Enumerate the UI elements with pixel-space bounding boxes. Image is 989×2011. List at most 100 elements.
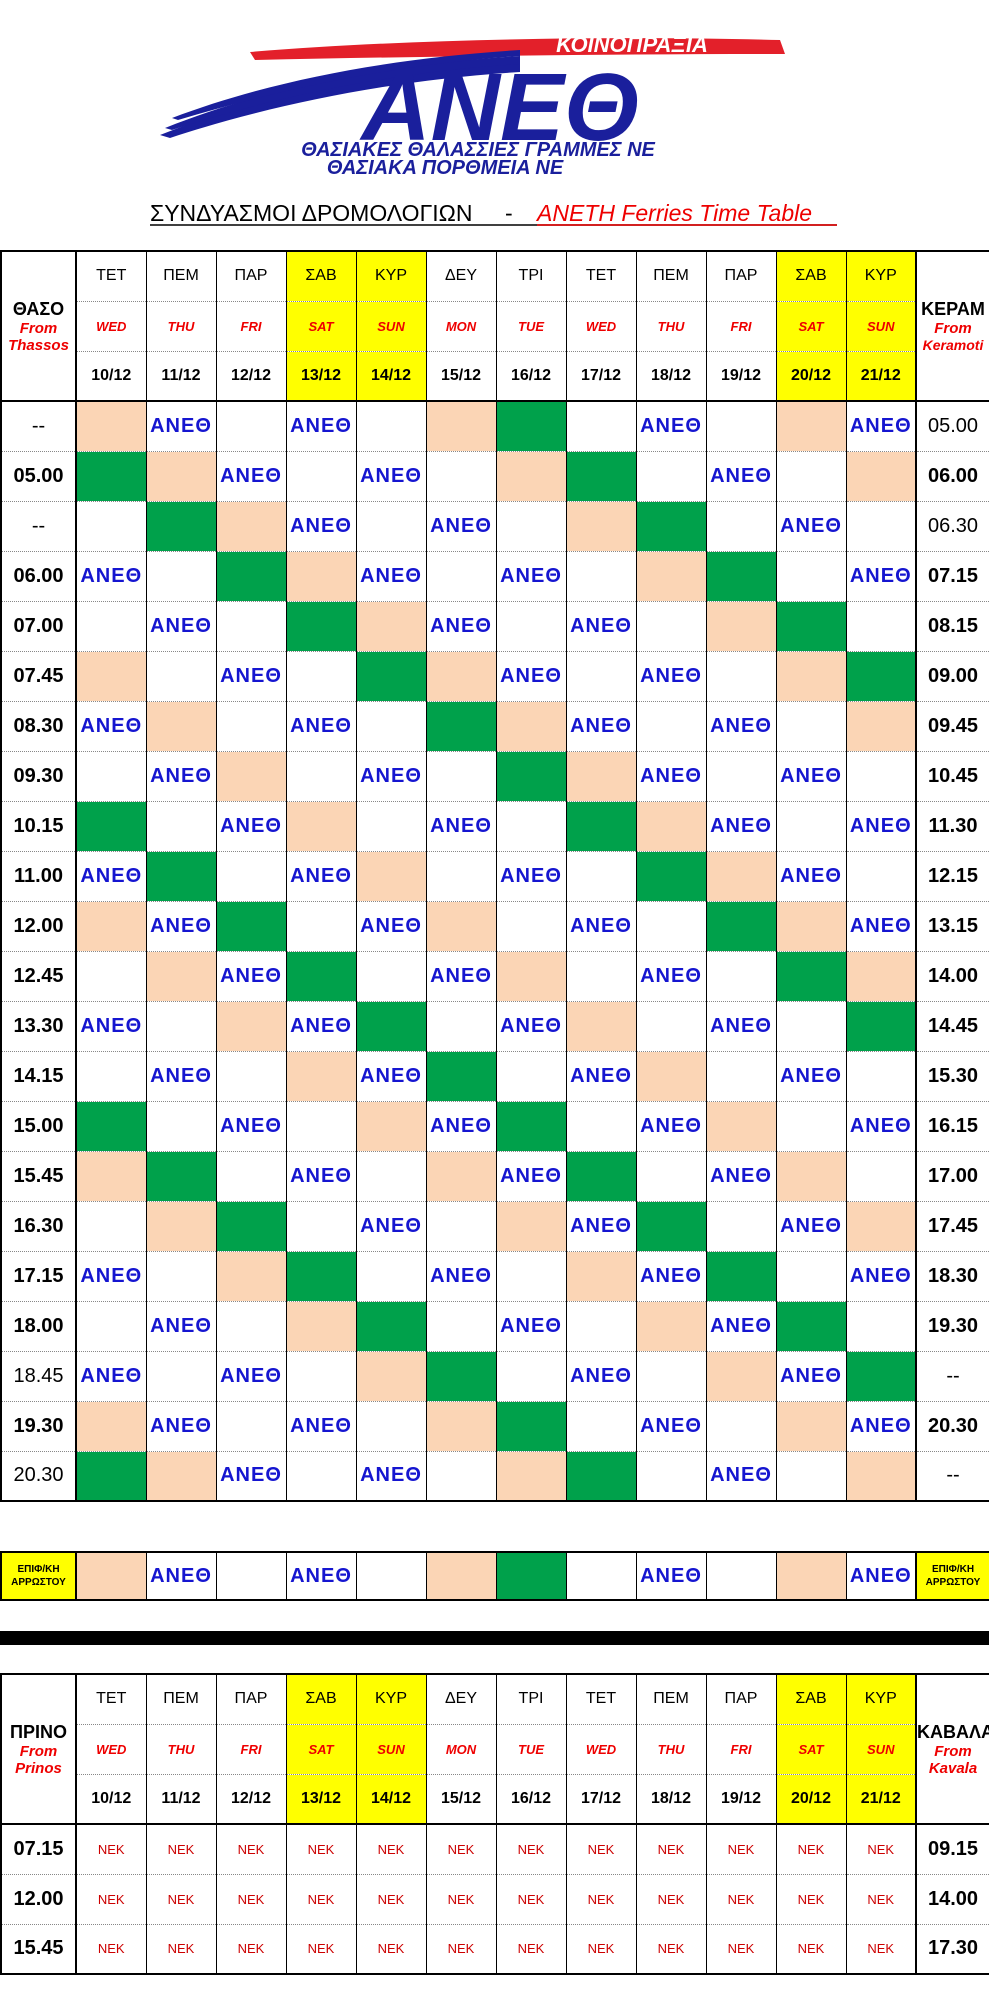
table-row: 19.30 ΑΝΕΘ ΑΝΕΘ ΑΝΕΘ ΑΝΕΘ 20.30 [0, 1400, 989, 1452]
schedule-cell-peach [75, 900, 147, 952]
schedule-cell-peach [845, 700, 917, 752]
departure-time-thassos: 06.00 [0, 550, 77, 602]
schedule-cell [635, 900, 707, 952]
day-header-gr: ΠΑΡ [705, 250, 777, 302]
schedule-cell [565, 650, 637, 702]
table-row: 12.00 ΝΕΚ ΝΕΚ ΝΕΚ ΝΕΚ ΝΕΚ ΝΕΚ ΝΕΚ ΝΕΚ ΝΕΚ ΝΕΚ ΝΕΚ ΝΕ… [0, 1873, 989, 1925]
aneth-sailing: ΑΝΕΘ [290, 1164, 352, 1187]
day-header-gr: ΠΕΜ [145, 1673, 217, 1725]
schedule-cell [285, 1200, 357, 1252]
schedule-cell: ΑΝΕΘ [285, 1551, 357, 1601]
schedule-cell: ΑΝΕΘ [425, 600, 497, 652]
day-header-en: THU [145, 1723, 217, 1775]
schedule-cell [75, 1050, 147, 1102]
day-header-gr: ΣΑΒ [775, 250, 847, 302]
schedule-cell: ΑΝΕΘ [635, 750, 707, 802]
day-header-gr: ΔΕΥ [425, 250, 497, 302]
schedule-cell-green [565, 800, 637, 852]
nek-sailing: ΝΕΚ [635, 1823, 707, 1875]
aneth-sailing: ΑΝΕΘ [710, 814, 772, 837]
day-header-en: SUN [845, 1723, 917, 1775]
origin-right-title: ΚΕΡΑΜ [921, 299, 985, 319]
aneth-sailing: ΑΝΕΘ [780, 864, 842, 887]
table-row: 15.45 ΑΝΕΘ ΑΝΕΘ ΑΝΕΘ 17.00 [0, 1150, 989, 1202]
nek-sailing: ΝΕΚ [215, 1873, 287, 1925]
schedule-cell [355, 1250, 427, 1302]
schedule-cell-peach [495, 1200, 567, 1252]
nek-sailing: ΝΕΚ [215, 1923, 287, 1975]
departure-time-kavala: 17.30 [915, 1923, 989, 1975]
aneth-sailing: ΑΝΕΘ [710, 464, 772, 487]
departure-time-thassos: 13.30 [0, 1000, 77, 1052]
day-header-en: THU [635, 1723, 707, 1775]
schedule-cell: ΑΝΕΘ [845, 900, 917, 952]
origin-left-from: From [19, 1742, 58, 1760]
table-row: 11.00 ΑΝΕΘ ΑΝΕΘ ΑΝΕΘ ΑΝΕΘ 12.15 [0, 850, 989, 902]
aneth-sailing: ΑΝΕΘ [360, 1464, 422, 1487]
schedule-cell [75, 1300, 147, 1352]
schedule-cell [845, 600, 917, 652]
aneth-sailing: ΑΝΕΘ [430, 814, 492, 837]
schedule-cell: ΑΝΕΘ [285, 700, 357, 752]
day-header-date: 21/12 [845, 350, 917, 402]
schedule-cell [355, 1400, 427, 1452]
aneth-sailing: ΑΝΕΘ [150, 1314, 212, 1337]
aneth-sailing: ΑΝΕΘ [80, 1364, 143, 1387]
table-row: 07.15 ΝΕΚ ΝΕΚ ΝΕΚ ΝΕΚ ΝΕΚ ΝΕΚ ΝΕΚ ΝΕΚ ΝΕΚ ΝΕΚ ΝΕΚ ΝΕ… [0, 1823, 989, 1875]
schedule-cell: ΑΝΕΘ [355, 1200, 427, 1252]
schedule-cell [215, 1400, 287, 1452]
schedule-cell [635, 1450, 707, 1502]
table-row: 15.00 ΑΝΕΘ ΑΝΕΘ ΑΝΕΘ ΑΝΕΘ 16.15 [0, 1100, 989, 1152]
schedule-cell: ΑΝΕΘ [215, 1100, 287, 1152]
day-header-en: MON [425, 300, 497, 352]
section-divider [0, 1631, 989, 1645]
departure-time-thassos: 18.00 [0, 1300, 77, 1352]
departure-time-keramoti: 15.30 [915, 1050, 989, 1102]
schedule-cell-peach [355, 850, 427, 902]
departure-time-keramoti: 19.30 [915, 1300, 989, 1352]
aneth-sailing: ΑΝΕΘ [80, 1014, 143, 1037]
day-header-gr: ΠΕΜ [145, 250, 217, 302]
schedule-cell [355, 500, 427, 552]
aneth-sailing: ΑΝΕΘ [640, 764, 702, 787]
schedule-cell [355, 400, 427, 452]
origin-left-header: ΘΑΣΟ From Thassos [0, 250, 77, 402]
schedule-cell-peach [565, 500, 637, 552]
schedule-cell-green [215, 900, 287, 952]
day-header-en: THU [635, 300, 707, 352]
schedule-cell: ΑΝΕΘ [775, 500, 847, 552]
nek-sailing: ΝΕΚ [215, 1823, 287, 1875]
aneth-sailing: ΑΝΕΘ [710, 1014, 772, 1037]
origin-right-place: Kavala [928, 1759, 978, 1777]
schedule-cell [285, 650, 357, 702]
table-row: 12.45 ΑΝΕΘ ΑΝΕΘ ΑΝΕΘ 14.00 [0, 950, 989, 1002]
day-header-date: 20/12 [775, 1773, 847, 1825]
schedule-cell-green [495, 1551, 567, 1601]
day-header-date: 11/12 [145, 350, 217, 402]
schedule-cell: ΑΝΕΘ [565, 900, 637, 952]
schedule-cell [75, 750, 147, 802]
nek-sailing: ΝΕΚ [75, 1823, 147, 1875]
schedule-cell [285, 450, 357, 502]
departure-time-keramoti: 10.45 [915, 750, 989, 802]
schedule-cell [845, 750, 917, 802]
day-header-en: FRI [705, 300, 777, 352]
aneth-sailing: ΑΝΕΘ [150, 1564, 212, 1587]
schedule-cell: ΑΝΕΘ [775, 1200, 847, 1252]
schedule-cell [845, 850, 917, 902]
schedule-cell-green [565, 1150, 637, 1202]
aneth-sailing: ΑΝΕΘ [430, 514, 492, 537]
logo-brand-text: ΑΝΕΘ [359, 54, 638, 161]
schedule-cell-peach [635, 550, 707, 602]
nek-sailing: ΝΕΚ [775, 1923, 847, 1975]
schedule-cell [425, 450, 497, 502]
title-greek: ΣΥΝΔΥΑΣΜΟΙ ΔΡΟΜΟΛΟΓΙΩΝ [150, 200, 472, 226]
schedule-cell: ΑΝΕΘ [845, 1100, 917, 1152]
nek-sailing: ΝΕΚ [285, 1923, 357, 1975]
schedule-cell [425, 750, 497, 802]
day-header-gr: ΚΥΡ [845, 1673, 917, 1725]
schedule-cell: ΑΝΕΘ [425, 800, 497, 852]
departure-time-thassos: 14.15 [0, 1050, 77, 1102]
schedule-cell: ΑΝΕΘ [355, 1450, 427, 1502]
table-row: 18.45 ΑΝΕΘ ΑΝΕΘ ΑΝΕΘ ΑΝΕΘ -- [0, 1350, 989, 1402]
